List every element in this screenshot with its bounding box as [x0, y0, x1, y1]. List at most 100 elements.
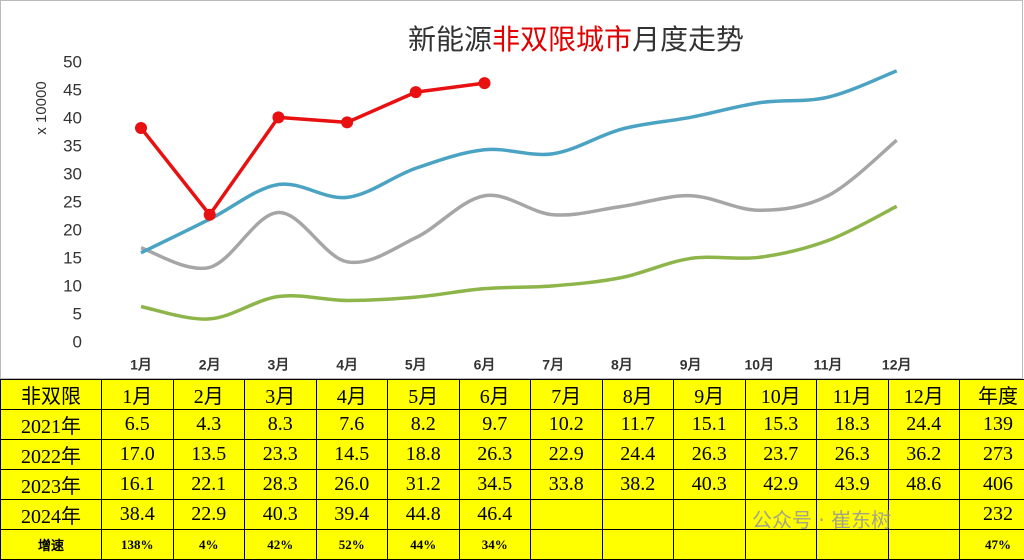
- x-tick-label: 9月: [680, 357, 702, 373]
- y-tick-label: 45: [63, 80, 82, 99]
- table-cell: [602, 500, 674, 530]
- table-cell: 22.9: [531, 440, 603, 470]
- watermark: 公众号 · 崔东树: [752, 504, 891, 533]
- title-part: 月度走势: [632, 24, 744, 55]
- table-cell: 273: [960, 440, 1024, 470]
- table-cell: 15.3: [745, 410, 817, 440]
- table-cell: 3月: [245, 380, 317, 410]
- table-cell: [817, 530, 889, 560]
- table-cell: 42%: [245, 530, 317, 560]
- table-cell: 42.9: [745, 470, 817, 500]
- table-cell: 26.0: [316, 470, 388, 500]
- table-cell: 38.4: [102, 500, 174, 530]
- table-cell: [888, 500, 960, 530]
- table-cell: 13.5: [173, 440, 245, 470]
- table-cell: 22.9: [173, 500, 245, 530]
- table-cell: 48.6: [888, 470, 960, 500]
- table-cell: 34%: [459, 530, 531, 560]
- table-cell: 43.9: [817, 470, 889, 500]
- table-cell: 7.6: [316, 410, 388, 440]
- table-cell: 28.3: [245, 470, 317, 500]
- table-cell: 232: [960, 500, 1024, 530]
- x-tick-label: 5月: [405, 357, 427, 373]
- table-cell: [745, 530, 817, 560]
- table-cell: 406: [960, 470, 1024, 500]
- data-point: [135, 122, 147, 134]
- table-cell: 17.0: [102, 440, 174, 470]
- title-part: 新能源: [408, 24, 492, 55]
- table-cell: 4.3: [173, 410, 245, 440]
- table-cell: 38.2: [602, 470, 674, 500]
- x-tick-label: 2月: [199, 357, 221, 373]
- y-axis-label: x 10000: [33, 81, 50, 134]
- table-cell: 22.1: [173, 470, 245, 500]
- x-tick-label: 12月: [882, 357, 912, 373]
- x-tick-label: 4月: [336, 357, 358, 373]
- x-tick-label: 6月: [474, 357, 496, 373]
- table-cell: 4%: [173, 530, 245, 560]
- table-cell: 12月: [888, 380, 960, 410]
- table-cell: 52%: [316, 530, 388, 560]
- table-cell: 46.4: [459, 500, 531, 530]
- table-cell: 40.3: [674, 470, 746, 500]
- table-cell: 24.4: [888, 410, 960, 440]
- x-tick-label: 8月: [611, 357, 633, 373]
- table-cell: 40.3: [245, 500, 317, 530]
- data-point: [272, 111, 284, 123]
- y-tick-label: 25: [63, 192, 82, 211]
- table-cell: 9.7: [459, 410, 531, 440]
- table-cell: 44%: [388, 530, 460, 560]
- table-cell: 6.5: [102, 410, 174, 440]
- table-cell: 31.2: [388, 470, 460, 500]
- table-cell: 非双限: [1, 380, 102, 410]
- data-point: [341, 116, 353, 128]
- table-cell: 9月: [674, 380, 746, 410]
- table-cell: 11.7: [602, 410, 674, 440]
- table-cell: 26.3: [674, 440, 746, 470]
- table-cell: 1月: [102, 380, 174, 410]
- x-tick-label: 10月: [745, 357, 775, 373]
- y-tick-label: 30: [63, 164, 82, 183]
- chart-title: 新能源非双限城市月度走势: [408, 24, 744, 55]
- y-tick-label: 5: [73, 304, 82, 323]
- x-tick-label: 7月: [542, 357, 564, 373]
- y-tick-label: 0: [73, 332, 82, 351]
- chart-frame: [1, 1, 1023, 379]
- title-part: 非双限城市: [492, 24, 632, 55]
- table-cell: 39.4: [316, 500, 388, 530]
- table-cell: 14.5: [316, 440, 388, 470]
- y-tick-label: 20: [63, 220, 82, 239]
- table-cell: 23.3: [245, 440, 317, 470]
- x-tick-label: 11月: [814, 357, 843, 373]
- table-cell: 7月: [531, 380, 603, 410]
- table-cell: 26.3: [459, 440, 531, 470]
- chart: 新能源非双限城市月度走势 x 10000 0510152025303540455…: [0, 0, 1024, 379]
- table-cell: [674, 500, 746, 530]
- table-cell: 5月: [388, 380, 460, 410]
- table-cell: 10.2: [531, 410, 603, 440]
- table-cell: 34.5: [459, 470, 531, 500]
- y-tick-label: 50: [63, 52, 82, 71]
- table-cell: 8.3: [245, 410, 317, 440]
- table-cell: 10月: [745, 380, 817, 410]
- data-point: [410, 86, 422, 98]
- table-cell: 23.7: [745, 440, 817, 470]
- table-cell: 47%: [960, 530, 1024, 560]
- table-cell: 26.3: [817, 440, 889, 470]
- table-cell: 33.8: [531, 470, 603, 500]
- table-cell: 4月: [316, 380, 388, 410]
- table-cell: 2023年: [1, 470, 102, 500]
- table-cell: 6月: [459, 380, 531, 410]
- y-tick-label: 35: [63, 136, 82, 155]
- table-cell: 36.2: [888, 440, 960, 470]
- x-tick-label: 3月: [268, 357, 290, 373]
- table-cell: 8.2: [388, 410, 460, 440]
- table-cell: 2月: [173, 380, 245, 410]
- table-cell: 15.1: [674, 410, 746, 440]
